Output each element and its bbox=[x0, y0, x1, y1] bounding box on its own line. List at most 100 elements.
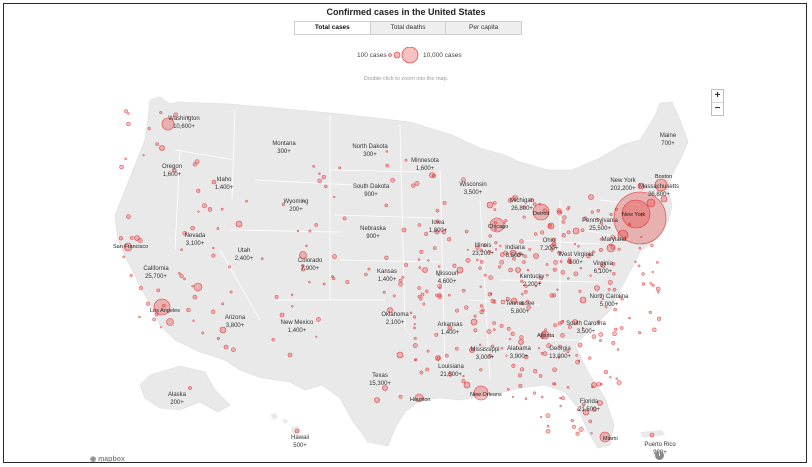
bubble-hawaii bbox=[294, 428, 300, 434]
county-bubble bbox=[192, 162, 198, 167]
county-bubble bbox=[384, 203, 389, 208]
county-bubble bbox=[438, 286, 441, 290]
county-bubble bbox=[588, 356, 592, 360]
bubble-salt-lake bbox=[235, 220, 243, 228]
county-bubble bbox=[488, 275, 493, 280]
county-bubble bbox=[542, 331, 546, 335]
label-arizona: Arizona bbox=[225, 315, 246, 321]
county-bubble bbox=[573, 243, 577, 246]
value-montana: 300+ bbox=[277, 149, 291, 155]
label-kentucky: Kentucky bbox=[520, 274, 545, 280]
county-bubble bbox=[466, 248, 469, 251]
zoom-in-button[interactable]: + bbox=[714, 90, 721, 101]
state-borders bbox=[174, 109, 641, 381]
value-north-dakota: 300+ bbox=[363, 152, 377, 158]
value-kentucky: 2,200+ bbox=[523, 282, 542, 288]
county-bubble bbox=[422, 302, 426, 306]
county-bubble bbox=[545, 429, 551, 434]
county-bubble bbox=[191, 285, 194, 288]
bubble-boise bbox=[211, 179, 217, 185]
label-michigan: Michigan bbox=[510, 198, 534, 204]
county-bubble bbox=[228, 265, 231, 269]
county-bubble bbox=[570, 418, 574, 423]
value-missouri: 4,600+ bbox=[438, 279, 457, 285]
county-bubble bbox=[414, 358, 418, 362]
metric-tabs: Total cases Total deaths Per capita bbox=[294, 21, 522, 35]
zoom-out-button[interactable]: − bbox=[712, 102, 723, 115]
value-colorado: 7,900+ bbox=[301, 266, 320, 272]
county-bubble bbox=[641, 282, 646, 286]
county-bubble bbox=[367, 267, 371, 271]
county-bubble bbox=[473, 314, 477, 318]
county-bubble bbox=[398, 281, 403, 287]
county-bubble bbox=[427, 259, 430, 262]
county-bubble bbox=[637, 264, 641, 268]
bubble-charlotte bbox=[579, 296, 587, 304]
value-indiana: 8,500+ bbox=[506, 253, 525, 259]
county-bubble bbox=[598, 332, 603, 337]
county-bubble bbox=[308, 280, 311, 284]
tab-total-cases[interactable]: Total cases bbox=[295, 22, 370, 34]
county-bubble bbox=[212, 246, 215, 250]
county-bubble bbox=[260, 257, 264, 261]
county-bubble bbox=[124, 109, 128, 113]
bubble-las-vegas bbox=[193, 282, 203, 292]
county-bubble bbox=[425, 367, 430, 372]
info-icon[interactable]: i bbox=[655, 451, 664, 460]
county-bubble bbox=[138, 315, 141, 319]
county-bubble bbox=[556, 288, 559, 291]
county-bubble bbox=[465, 257, 471, 263]
bubble-des-moines bbox=[434, 229, 440, 235]
county-bubble bbox=[159, 326, 162, 329]
value-nevada: 3,100+ bbox=[186, 241, 205, 247]
county-bubble bbox=[317, 178, 322, 183]
county-bubble bbox=[487, 292, 492, 297]
county-bubble bbox=[552, 382, 556, 386]
county-bubble bbox=[122, 255, 126, 259]
county-bubble bbox=[437, 265, 441, 268]
tab-total-deaths[interactable]: Total deaths bbox=[369, 22, 446, 34]
county-bubble bbox=[180, 248, 183, 252]
county-bubble bbox=[638, 331, 642, 335]
county-bubble bbox=[609, 243, 612, 246]
county-bubble bbox=[152, 317, 157, 322]
county-bubble bbox=[656, 261, 659, 264]
value-louisiana: 21,500+ bbox=[440, 372, 462, 378]
county-bubble bbox=[508, 338, 512, 341]
county-bubble bbox=[491, 344, 495, 348]
county-bubble bbox=[321, 174, 326, 180]
value-washington: 10,600+ bbox=[173, 124, 195, 130]
county-bubble bbox=[524, 284, 528, 288]
bubble-boston bbox=[654, 178, 668, 192]
city-detroit: Detroit bbox=[533, 211, 550, 217]
county-bubble bbox=[499, 244, 502, 248]
land-puerto-rico bbox=[640, 430, 665, 438]
county-bubble bbox=[173, 112, 178, 117]
county-bubble bbox=[545, 413, 551, 419]
county-bubble bbox=[447, 371, 453, 377]
value-florida: 21,500+ bbox=[578, 407, 600, 413]
bubble-albuquerque bbox=[279, 312, 285, 318]
county-bubble bbox=[611, 340, 616, 345]
label-california: California bbox=[143, 266, 169, 272]
county-bubble bbox=[490, 298, 496, 304]
county-bubble bbox=[404, 262, 409, 268]
county-bubble bbox=[566, 207, 570, 211]
tab-per-capita[interactable]: Per capita bbox=[445, 22, 522, 34]
label-indiana: Indiana bbox=[505, 245, 525, 251]
county-bubble bbox=[409, 311, 413, 315]
county-bubble bbox=[478, 343, 482, 347]
value-michigan: 26,800+ bbox=[511, 206, 533, 212]
county-bubble bbox=[197, 210, 200, 213]
county-bubble bbox=[486, 329, 492, 334]
mapbox-logo[interactable]: ◉ mapbox bbox=[90, 456, 125, 463]
bubble-philadelphia bbox=[617, 229, 629, 241]
bubble-milwaukee bbox=[486, 201, 494, 209]
county-bubble bbox=[504, 219, 508, 223]
label-ohio: Ohio bbox=[543, 238, 556, 244]
value-idaho: 1,400+ bbox=[215, 185, 234, 191]
county-bubble bbox=[404, 158, 408, 162]
bubble-portland bbox=[159, 145, 165, 151]
county-bubble bbox=[558, 251, 561, 254]
